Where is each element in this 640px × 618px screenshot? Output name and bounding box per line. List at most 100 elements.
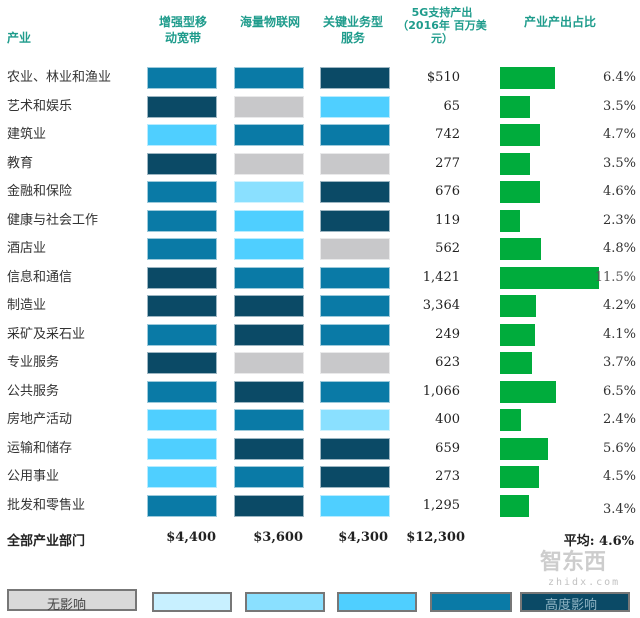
legend-level-4 [430,592,512,612]
row-industry-label: 建筑业 [7,127,47,142]
row-industry-label: 专业服务 [7,355,60,370]
row-industry-label: 酒店业 [7,241,47,256]
output-value: 1,295 [422,497,460,513]
output-value: 3,364 [422,298,460,313]
row-industry-label: 信息和通信 [7,269,73,285]
output-value: 623 [435,355,460,370]
legend-level-3 [337,592,417,612]
impact-cell [147,323,217,346]
row-industry-label: 运输和储存 [7,440,73,456]
legend-no-impact [7,589,137,611]
impact-cell [147,181,217,203]
header-embb: 增强型移动宽带 [158,15,207,45]
share-label: 6.5% [602,383,636,399]
share-label: 3.5% [602,98,636,114]
impact-cell [320,380,390,403]
total-output: $12,300 [406,530,465,545]
impact-cell [234,380,304,403]
share-label: 4.8% [602,241,636,256]
impact-cell [147,437,217,460]
share-bar [500,67,556,89]
share-bar [500,380,556,403]
impact-cell [234,152,304,175]
impact-cell [234,466,304,488]
impact-cell [234,124,304,146]
output-value: 562 [435,241,460,256]
row-industry-label: 公用事业 [7,469,60,484]
share-label: 3.7% [602,355,636,370]
impact-cell [320,181,390,203]
share-label: 5.6% [602,440,636,456]
output-value: 249 [435,326,460,342]
output-value: 277 [435,155,460,171]
row-industry-label: 房地产活动 [7,412,73,427]
share-bar [500,266,599,289]
impact-cell [234,494,304,517]
row-industry-label: 金融和保险 [7,184,73,199]
row-industry-label: 教育 [7,155,34,171]
total-miot: $3,600 [253,530,303,545]
impact-cell [147,494,217,517]
impact-cell [234,209,304,232]
impact-cell [234,409,304,431]
legend-high-impact [520,592,630,612]
output-value: 742 [435,127,460,142]
header-critical: 关键业务型服务 [322,15,383,45]
header-output: 5G支持产出（2016年 百万美元） [397,6,487,45]
share-label: 3.5% [602,155,636,171]
share-label: 4.5% [602,469,636,484]
output-value: 659 [435,440,460,456]
share-bar [500,466,539,488]
impact-cell [147,466,217,488]
row-industry-label: 健康与社会工作 [7,212,99,228]
output-value: 119 [435,212,460,228]
share-bar [500,295,537,317]
impact-cell [234,266,304,289]
share-label: 11.5% [594,269,636,285]
impact-cell [320,466,390,488]
output-value: 273 [435,469,460,484]
legend-no-impact-label: 无影响 [47,598,87,613]
output-value: 400 [435,412,460,427]
impact-cell [147,295,217,317]
impact-cell [320,295,390,317]
total-embb: $4,400 [166,530,216,545]
impact-cell [320,95,390,118]
impact-cell [234,238,304,260]
impact-cell [320,209,390,232]
share-label: 6.4% [602,70,636,85]
output-value: 1,421 [422,269,460,285]
total-label: 全部产业部门 [7,534,86,549]
share-bar [500,95,531,118]
impact-cell [320,409,390,431]
impact-cell [234,95,304,118]
row-industry-label: 艺术和娱乐 [7,98,73,114]
share-label: 2.4% [602,412,636,427]
output-value: $510 [426,70,460,85]
legend-level-1 [152,592,232,612]
share-bar [500,494,530,517]
row-industry-label: 农业、林业和渔业 [7,70,112,85]
share-bar [500,181,540,203]
impact-cell [320,437,390,460]
impact-cell [147,266,217,289]
impact-cell [147,67,217,89]
share-bar [500,437,549,460]
impact-cell [234,437,304,460]
impact-cell [147,238,217,260]
row-industry-label: 批发和零售业 [7,497,86,513]
row-industry-label: 公共服务 [7,383,60,399]
impact-cell [234,181,304,203]
share-label: 4.1% [602,326,636,342]
header-miot: 海量物联网 [240,15,301,29]
impact-cell [320,67,390,89]
impact-cell [320,266,390,289]
header-industry: 产业 [7,31,32,45]
share-bar [500,209,520,232]
average-share: 平均: 4.6% [563,534,634,549]
impact-cell [147,152,217,175]
impact-cell [320,352,390,374]
impact-cell [234,323,304,346]
share-bar [500,152,531,175]
